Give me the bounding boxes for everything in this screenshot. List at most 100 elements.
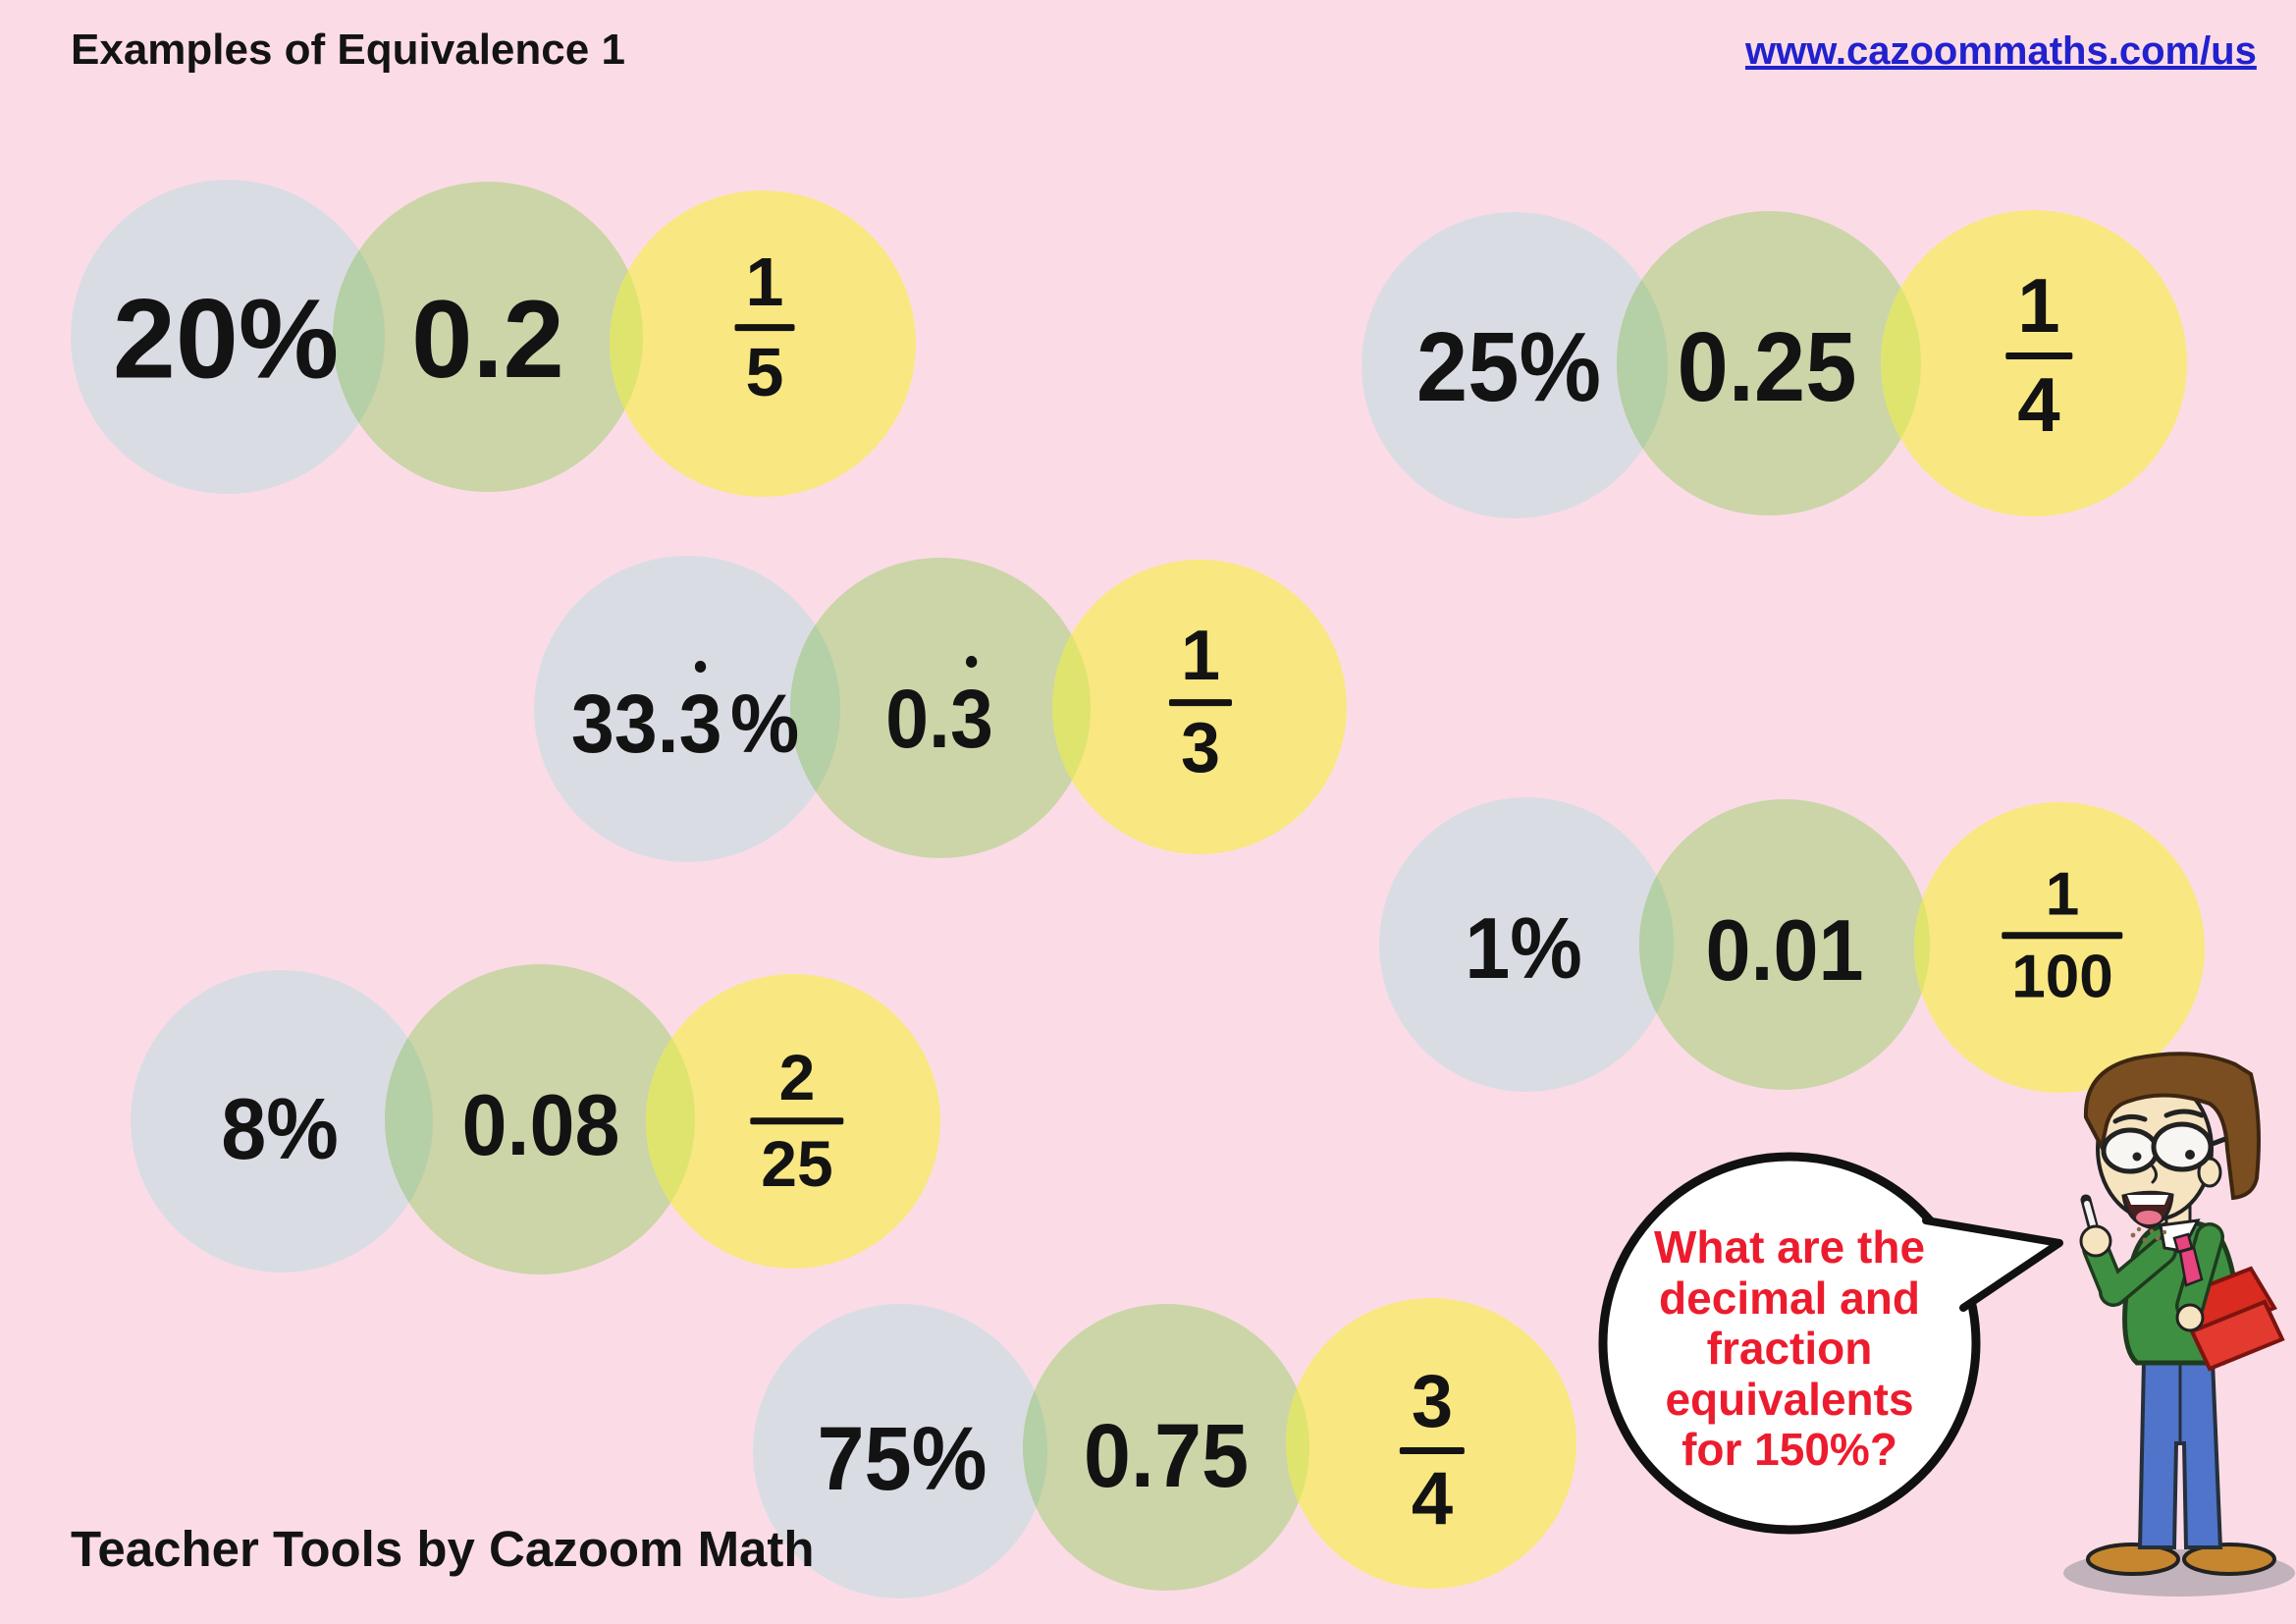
bubble-line: What are the xyxy=(1653,1221,1926,1273)
group2-fraction-circle xyxy=(1881,210,2187,516)
speech-bubble xyxy=(1598,1152,2063,1535)
fraction-bar xyxy=(750,1117,844,1125)
page-title: Examples of Equivalence 1 xyxy=(71,26,625,74)
fraction-bar xyxy=(1169,699,1232,707)
fraction-numerator: 3 xyxy=(1411,1359,1454,1443)
group5-decimal-circle xyxy=(385,964,695,1274)
mascot-shoe-left xyxy=(2086,1543,2180,1576)
decimal-digits: 0. xyxy=(885,673,950,765)
fraction-denominator: 100 xyxy=(2011,943,2113,1011)
speech-bubble-tail xyxy=(1922,1217,2063,1312)
group4-decimal-label: 0.01 xyxy=(1705,901,1864,999)
group4-decimal-circle xyxy=(1639,799,1930,1090)
fraction-denominator: 25 xyxy=(761,1127,833,1201)
group5-decimal-label: 0.08 xyxy=(461,1076,620,1173)
fraction-denominator: 5 xyxy=(745,334,784,411)
fraction-denominator: 4 xyxy=(2017,360,2060,448)
mascot-tie xyxy=(2178,1246,2204,1287)
group4-percent-circle xyxy=(1379,797,1674,1092)
group6-percent-label: 75% xyxy=(817,1409,988,1509)
mascot-glasses-right-lens xyxy=(2151,1121,2214,1172)
bubble-line: equivalents xyxy=(1665,1373,1914,1425)
percent-sign: % xyxy=(729,677,800,770)
mascot-left-hand xyxy=(2175,1303,2205,1332)
recurring-dot-icon xyxy=(966,656,978,668)
mascot-ear xyxy=(2197,1157,2222,1188)
percent-digits: 33. xyxy=(570,677,679,770)
footer-credit: Teacher Tools by Cazoom Math xyxy=(71,1521,815,1577)
group6-decimal-label: 0.75 xyxy=(1083,1406,1250,1506)
mascot-tongue xyxy=(2136,1211,2162,1224)
group6-fraction-circle xyxy=(1286,1298,1576,1589)
group3-decimal-circle xyxy=(790,558,1091,858)
bubble-line: decimal and xyxy=(1659,1272,1920,1324)
fraction-numerator: 1 xyxy=(745,244,784,321)
bubble-line: fraction xyxy=(1706,1323,1873,1375)
fraction-numerator: 2 xyxy=(778,1041,816,1114)
fraction-denominator: 4 xyxy=(1411,1456,1454,1541)
group2-fraction-label: 1 4 xyxy=(2004,261,2073,448)
fraction-denominator: 3 xyxy=(1180,709,1221,788)
group1-circles xyxy=(71,180,916,497)
group1-fraction-circle xyxy=(610,190,916,497)
group1-fraction-label: 1 5 xyxy=(734,244,795,411)
bubble-line: for 150%? xyxy=(1682,1424,1897,1476)
group5-percent-label: 8% xyxy=(221,1080,339,1177)
group5-fraction-label: 2 25 xyxy=(750,1041,844,1201)
group4-fraction-circle xyxy=(1914,802,2205,1093)
mascot-hair xyxy=(2083,1052,2261,1201)
group1-decimal-circle xyxy=(333,182,643,492)
group3-percent-label: 33. 3% xyxy=(571,661,799,765)
group2-percent-circle xyxy=(1362,212,1668,518)
group1-percent-label: 20% xyxy=(112,276,340,403)
fraction-numerator: 1 xyxy=(1180,617,1221,696)
group4-fraction-label: 1 100 xyxy=(2002,860,2123,1011)
speech-bubble-body xyxy=(1598,1152,1981,1535)
mascot-jeans xyxy=(2137,1359,2223,1549)
group4-circles xyxy=(1379,797,2205,1093)
mascot-right-hand xyxy=(2079,1224,2112,1258)
group6-decimal-circle xyxy=(1023,1304,1309,1591)
mascot-glasses-left-lens xyxy=(2101,1127,2160,1174)
fraction-numerator: 1 xyxy=(2045,860,2080,929)
mascot-pupil-left xyxy=(2132,1152,2142,1162)
mascot-book-bottom xyxy=(2189,1299,2285,1372)
group6-fraction-label: 3 4 xyxy=(1399,1359,1466,1541)
mascot-eyebrow-right xyxy=(2163,1109,2205,1118)
group1-decimal-label: 0.2 xyxy=(411,278,564,401)
teacher-mascot-illustration xyxy=(2063,1052,2295,1597)
mascot-pupil-right xyxy=(2185,1150,2195,1160)
group2-decimal-circle xyxy=(1617,211,1921,515)
group3-percent-circle xyxy=(534,556,840,862)
fraction-numerator: 1 xyxy=(2017,261,2060,349)
recurring-digit: 3 xyxy=(950,656,993,760)
group3-fraction-circle xyxy=(1052,560,1347,854)
mascot-teeth xyxy=(2127,1195,2168,1205)
group2-circles xyxy=(1362,210,2187,518)
group2-decimal-label: 0.25 xyxy=(1677,312,1857,422)
speech-bubble-text: What are the decimal and fraction equiva… xyxy=(1654,1222,1925,1476)
mascot-eyebrow-left xyxy=(2112,1113,2148,1124)
fraction-bar xyxy=(1399,1446,1466,1454)
fraction-bar xyxy=(2002,932,2123,940)
mascot-stubble xyxy=(2130,1226,2167,1243)
mascot-nose xyxy=(2151,1164,2158,1184)
group6-percent-circle xyxy=(753,1304,1047,1598)
group3-decimal-label: 0. 3 xyxy=(885,656,993,760)
group2-percent-label: 25% xyxy=(1415,312,1602,422)
group5-circles xyxy=(131,964,940,1274)
recurring-dot-icon xyxy=(695,661,707,673)
website-link[interactable]: www.cazoommaths.com/us xyxy=(1745,29,2257,73)
mascot-glasses-temple xyxy=(2209,1136,2226,1148)
group4-percent-label: 1% xyxy=(1465,899,1582,997)
group6-circles xyxy=(753,1298,1576,1598)
fraction-bar xyxy=(734,324,795,332)
group5-percent-circle xyxy=(131,970,433,1272)
group3-circles xyxy=(534,556,1347,862)
recurring-digit: 3 xyxy=(679,661,722,765)
mascot-shoe-right xyxy=(2182,1543,2276,1576)
fraction-bar xyxy=(2004,352,2073,359)
group3-fraction-label: 1 3 xyxy=(1169,617,1232,788)
